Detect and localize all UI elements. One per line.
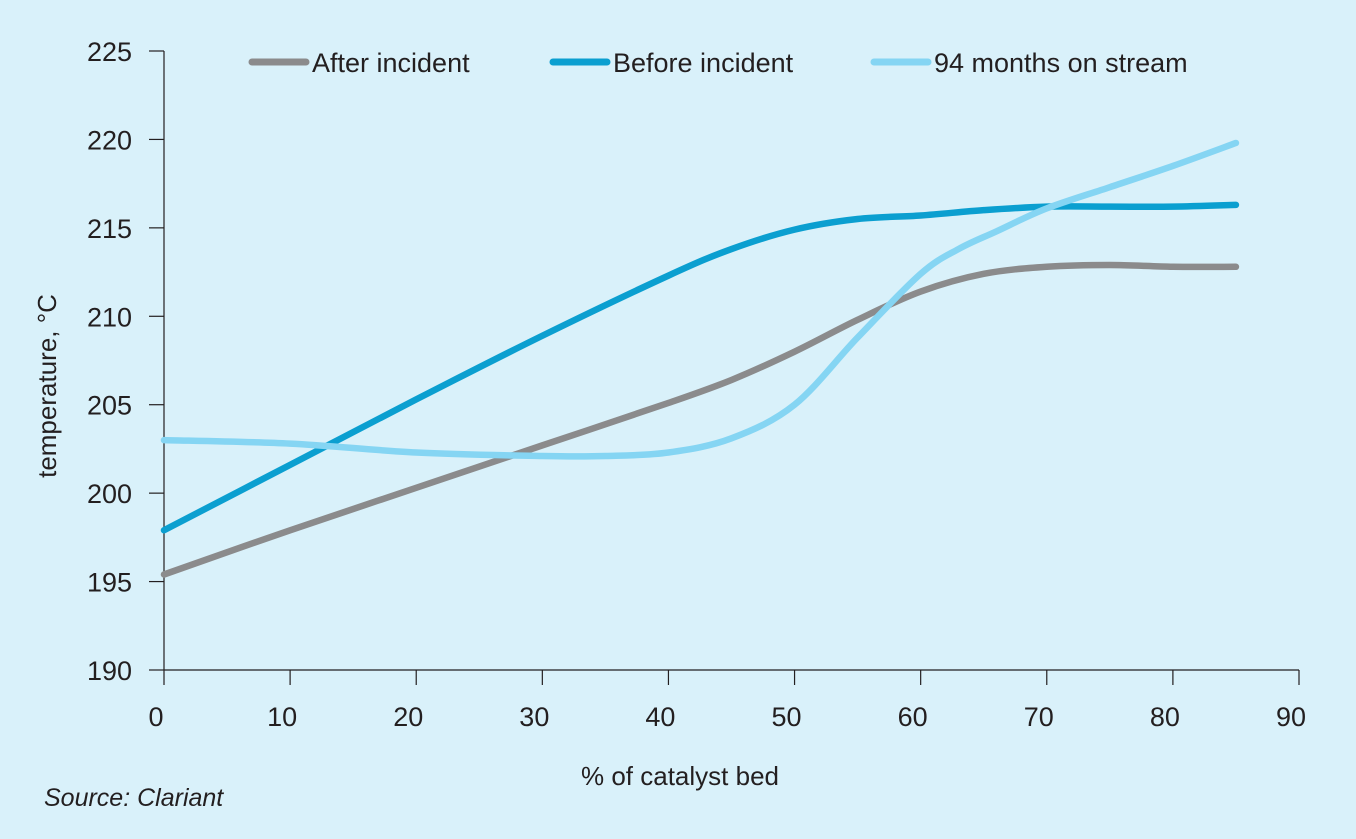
legend-label-2: 94 months on stream: [934, 48, 1188, 78]
source-note: Source: Clariant: [44, 784, 224, 812]
x-tick-label: 40: [645, 702, 675, 732]
y-tick-label: 200: [87, 479, 132, 509]
y-axis-title: temperature, °C: [32, 294, 62, 478]
y-tick-label: 210: [87, 302, 132, 332]
y-tick-label: 220: [87, 125, 132, 155]
x-tick-label: 80: [1150, 702, 1180, 732]
x-axis-title: % of catalyst bed: [581, 761, 779, 791]
y-tick-label: 225: [87, 37, 132, 67]
x-tick-label: 20: [393, 702, 423, 732]
x-tick-label: 90: [1276, 702, 1306, 732]
x-tick-label: 0: [148, 702, 163, 732]
x-tick-label: 50: [772, 702, 802, 732]
axes: 190 195 200 205 210 215 220 225 0 10 20 30 40 50 60 70 8…: [87, 37, 1306, 732]
legend-label-1: Before incident: [613, 48, 794, 78]
x-tick-label: 10: [267, 702, 297, 732]
y-tick-label: 215: [87, 214, 132, 244]
series-line-0: [160, 261, 1240, 578]
y-tick-label: 205: [87, 391, 132, 421]
series-line-2: [160, 139, 1240, 460]
legend: After incident Before incident 94 months o…: [248, 48, 1188, 78]
y-tick-label: 190: [87, 656, 132, 686]
series-lines: [160, 139, 1240, 578]
series-line-1: [160, 201, 1240, 534]
legend-label-0: After incident: [312, 48, 470, 78]
x-tick-label: 60: [898, 702, 928, 732]
x-tick-label: 30: [519, 702, 549, 732]
x-tick-label: 70: [1024, 702, 1054, 732]
y-tick-label: 195: [87, 568, 132, 598]
